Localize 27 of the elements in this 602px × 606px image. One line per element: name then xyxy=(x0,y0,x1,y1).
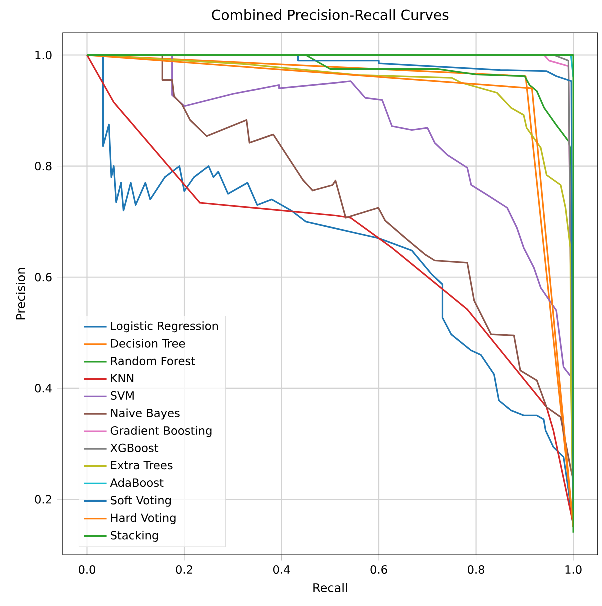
x-tick-label: 0.4 xyxy=(274,565,290,574)
legend-label: Logistic Regression xyxy=(111,322,218,333)
legend-label: Hard Voting xyxy=(111,513,176,524)
y-tick-label: 0.6 xyxy=(35,273,52,282)
x-axis-title: Recall xyxy=(314,583,348,592)
legend-label: SVM xyxy=(111,391,134,400)
chart-title: Combined Precision-Recall Curves xyxy=(212,10,449,20)
x-tick-label: 0.6 xyxy=(370,565,388,574)
y-tick-label: 0.2 xyxy=(35,495,52,504)
legend-label: Extra Trees xyxy=(111,461,173,470)
legend-label: Stacking xyxy=(111,531,158,542)
legend-label: Decision Tree xyxy=(111,339,186,348)
legend-label: Naive Bayes xyxy=(111,408,180,420)
legend-label: Soft Voting xyxy=(111,496,171,507)
legend-label: KNN xyxy=(111,374,134,382)
legend-label: Random Forest xyxy=(111,356,196,366)
x-tick-label: 0.2 xyxy=(176,565,192,574)
legend-label: Gradient Boosting xyxy=(110,426,212,438)
legend-label: AdaBoost xyxy=(110,478,164,488)
y-tick-label: 0.4 xyxy=(35,384,52,393)
y-tick-label: 1.0 xyxy=(36,50,52,60)
legend-label: XGBoost xyxy=(110,444,159,452)
x-tick-label: 1.0 xyxy=(566,565,582,574)
y-axis-title: Precision xyxy=(16,268,26,320)
y-tick-label: 0.8 xyxy=(35,162,52,171)
x-tick-label: 0.0 xyxy=(78,565,96,574)
x-tick-label: 0.8 xyxy=(468,565,485,574)
